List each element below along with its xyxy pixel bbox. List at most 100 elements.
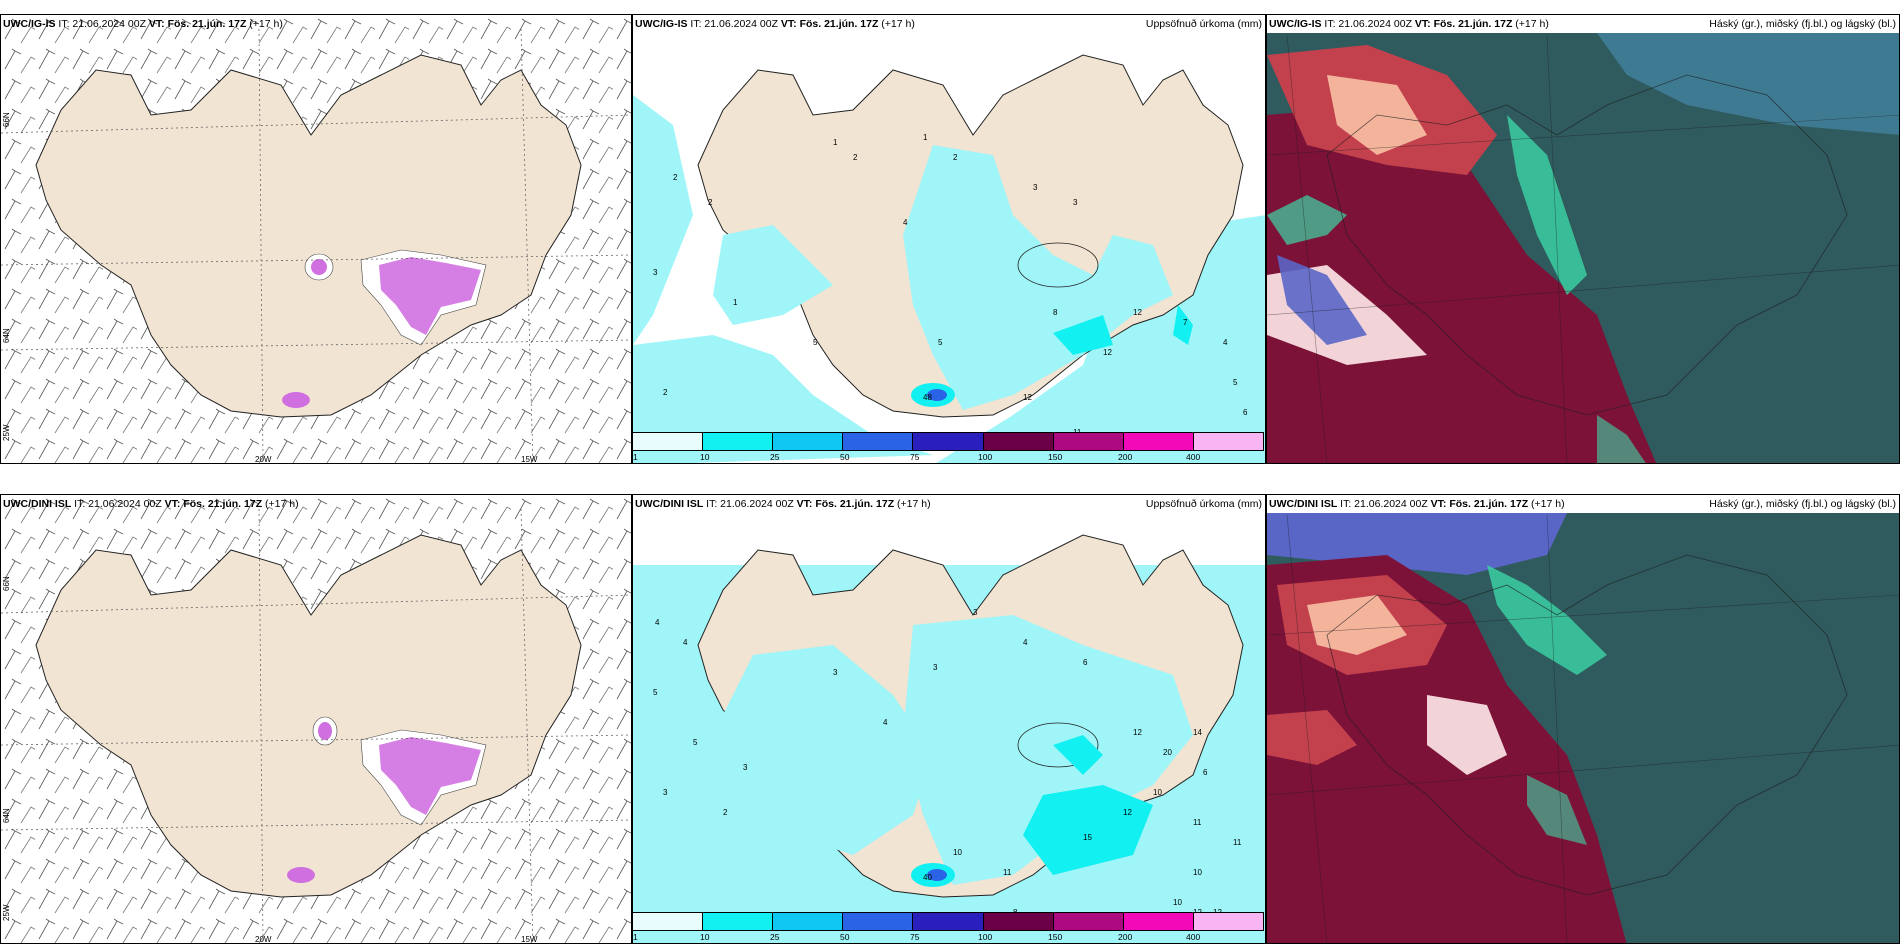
svg-text:3: 3: [1033, 183, 1038, 192]
legend-tick: 200: [1118, 452, 1133, 462]
svg-text:5: 5: [1233, 378, 1238, 387]
precip-area: [379, 257, 481, 335]
cloud-map-panel-bottom: UWC/DINI ISL IT: 21.06.2024 00Z VT: Fös.…: [1266, 494, 1900, 944]
lon-label-20w: 20W: [255, 455, 272, 464]
panel-field-label: Uppsöfnuð úrkoma (mm): [1145, 18, 1262, 30]
legend-swatch: [633, 913, 704, 930]
svg-text:4: 4: [1023, 638, 1028, 647]
cloud-map-canvas: [1267, 33, 1899, 463]
panel-title: UWC/IG-IS IT: 21.06.2024 00Z VT: Fös. 21…: [635, 18, 915, 30]
svg-text:2: 2: [673, 173, 678, 182]
svg-text:6: 6: [1203, 768, 1208, 777]
legend-tick: 400: [1186, 452, 1201, 462]
wind-map-panel-top: UWC/IG-IS IT: 21.06.2024 00Z VT: Fös. 21…: [0, 14, 632, 464]
lat-label-66n: 66N: [2, 576, 11, 591]
svg-text:4: 4: [1223, 338, 1228, 347]
svg-text:3: 3: [1073, 198, 1078, 207]
panel-title: UWC/IG-IS IT: 21.06.2024 00Z VT: Fös. 21…: [1269, 18, 1549, 30]
svg-text:4: 4: [883, 718, 888, 727]
svg-text:2: 2: [953, 153, 958, 162]
legend-swatch: [1123, 433, 1194, 450]
legend-swatch: [633, 433, 704, 450]
legend-tick: 75: [910, 932, 920, 942]
svg-text:1: 1: [733, 298, 738, 307]
legend-tick: 1: [633, 452, 638, 462]
svg-text:10: 10: [1153, 788, 1162, 797]
panel-field-label: Háský (gr.), miðský (fj.bl.) og lágský (…: [1709, 18, 1896, 30]
panel-title: UWC/IG-IS IT: 21.06.2024 00Z VT: Fös. 21…: [3, 18, 283, 30]
svg-text:12: 12: [1133, 308, 1142, 317]
legend-tick: 10: [700, 932, 710, 942]
svg-text:14: 14: [1193, 728, 1202, 737]
legend-tick: 100: [978, 452, 993, 462]
svg-text:2: 2: [853, 153, 858, 162]
legend-tick: 200: [1118, 932, 1133, 942]
lon-label-15w: 15W: [521, 455, 538, 464]
legend-swatch: [913, 913, 984, 930]
legend-swatch: [983, 433, 1054, 450]
legend-tick: 10: [700, 452, 710, 462]
svg-text:1: 1: [833, 138, 838, 147]
svg-text:5: 5: [693, 738, 698, 747]
svg-text:11: 11: [1193, 818, 1202, 827]
panel-field-label: Háský (gr.), miðský (fj.bl.) og lágský (…: [1709, 498, 1896, 510]
lon-label-25w: 25W: [2, 424, 11, 441]
legend-swatch: [1193, 433, 1263, 450]
precip-legend-ticks-bottom: 1 10 25 50 75 100 150 200 400: [632, 932, 1264, 944]
svg-text:2: 2: [663, 388, 668, 397]
legend-swatch: [843, 913, 914, 930]
precip-area: [379, 737, 481, 815]
panel-title: UWC/DINI ISL IT: 21.06.2024 00Z VT: Fös.…: [1269, 498, 1565, 510]
legend-swatch: [1053, 433, 1124, 450]
legend-swatch: [1193, 913, 1263, 930]
precip-map-panel-top: UWC/IG-IS IT: 21.06.2024 00Z VT: Fös. 21…: [632, 14, 1266, 464]
lat-label-64n: 64N: [2, 808, 11, 823]
svg-text:5: 5: [813, 338, 818, 347]
iceland-landmass: [35, 534, 582, 898]
svg-text:10: 10: [953, 848, 962, 857]
lon-label-25w: 25W: [2, 904, 11, 921]
svg-text:11: 11: [1233, 838, 1242, 847]
svg-text:48: 48: [923, 393, 932, 402]
legend-swatch: [983, 913, 1054, 930]
legend-tick: 50: [840, 452, 850, 462]
svg-text:3: 3: [743, 763, 748, 772]
svg-text:5: 5: [938, 338, 943, 347]
legend-swatch: [703, 913, 774, 930]
svg-text:11: 11: [1003, 868, 1012, 877]
legend-swatch: [773, 913, 844, 930]
wind-map-panel-bottom: UWC/DINI ISL IT: 21.06.2024 00Z VT: Fös.…: [0, 494, 632, 944]
precip-legend-top: [632, 432, 1264, 451]
svg-text:10: 10: [1173, 898, 1182, 907]
legend-swatch: [1123, 913, 1194, 930]
svg-text:40: 40: [923, 873, 932, 882]
legend-tick: 150: [1048, 452, 1063, 462]
panel-title: UWC/DINI ISL IT: 21.06.2024 00Z VT: Fös.…: [3, 498, 299, 510]
cloud-map-panel-top: UWC/IG-IS IT: 21.06.2024 00Z VT: Fös. 21…: [1266, 14, 1900, 464]
legend-tick: 25: [770, 452, 780, 462]
lon-label-20w: 20W: [255, 935, 272, 944]
precip-legend-bottom: [632, 912, 1264, 931]
svg-text:15: 15: [1083, 833, 1092, 842]
precip-legend-ticks-top: 1 10 25 50 75 100 150 200 400: [632, 452, 1264, 464]
iceland-landmass: [35, 54, 582, 418]
legend-tick: 50: [840, 932, 850, 942]
lat-label-64n: 64N: [2, 328, 11, 343]
svg-text:10: 10: [1193, 868, 1202, 877]
legend-tick: 25: [770, 932, 780, 942]
svg-text:3: 3: [663, 788, 668, 797]
precip-map-canvas: 4 4 5 5 3 3 2 3 4 3 3 4 6 12 20 14 6 15 12 10 11 11 10 4…: [633, 534, 1265, 943]
svg-text:2: 2: [723, 808, 728, 817]
svg-text:7: 7: [1183, 318, 1188, 327]
cloud-map-canvas: [1267, 513, 1899, 943]
legend-swatch: [703, 433, 774, 450]
legend-swatch: [843, 433, 914, 450]
legend-tick: 1: [633, 932, 638, 942]
legend-swatch: [1053, 913, 1124, 930]
svg-text:8: 8: [1053, 308, 1058, 317]
lat-label-66n: 66N: [2, 112, 11, 127]
legend-swatch: [913, 433, 984, 450]
svg-text:12: 12: [1133, 728, 1142, 737]
legend-tick: 150: [1048, 932, 1063, 942]
svg-text:3: 3: [973, 608, 978, 617]
